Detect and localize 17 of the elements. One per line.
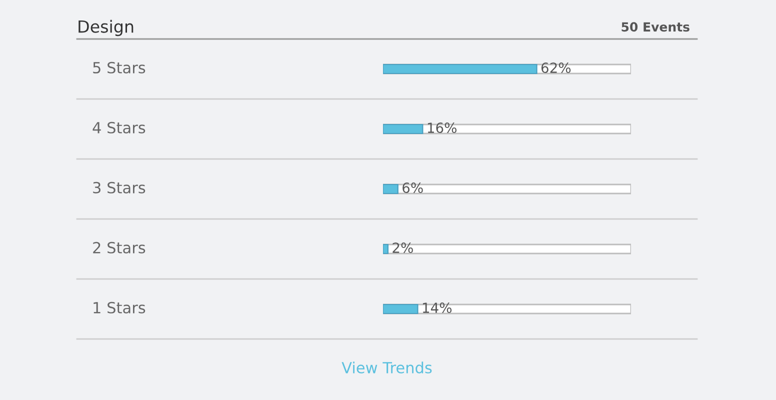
text: View Trends [342,362,432,374]
y-tick-label: 2 Stars [93,242,146,254]
y-tick-label: 5 Stars [93,62,146,74]
data-label: 16% [428,122,457,134]
y-tick-label: 1 Stars [94,302,146,314]
y-tick-label: 3 Stars [93,182,146,194]
bar [383,184,398,194]
data-label: 6% [402,182,423,194]
bar [383,304,418,314]
text: 50 Events [622,22,690,32]
data-label: 2% [392,242,413,254]
data-label: 14% [422,302,452,314]
y-tick-label: 4 Stars [92,122,146,134]
data-label: 62% [541,62,571,74]
text: Design [78,20,134,36]
bar [383,124,424,134]
bar [383,244,389,254]
